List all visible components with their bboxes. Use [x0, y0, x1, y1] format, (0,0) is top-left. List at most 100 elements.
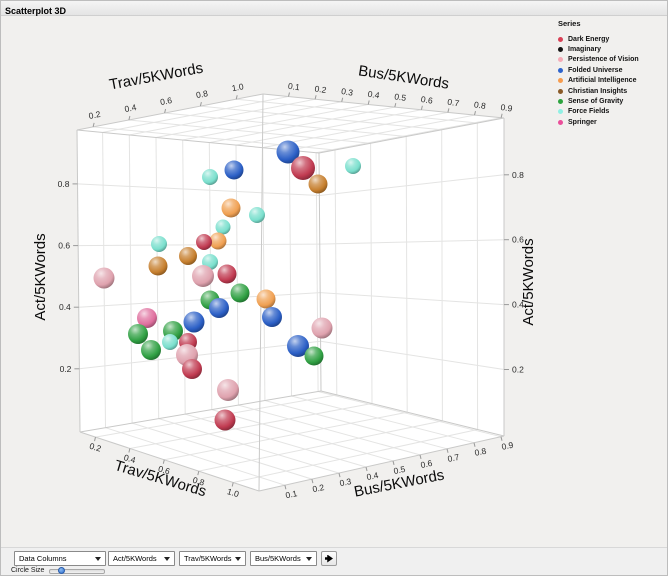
data-point-gravity[interactable] — [230, 283, 250, 303]
trav-axis-dropdown[interactable]: Trav/5KWords — [179, 551, 246, 566]
series-legend: Series Dark Energy Imaginary Persistence o… — [558, 19, 639, 128]
legend-item[interactable]: Imaginary — [558, 44, 639, 54]
data-point-dark_energy[interactable] — [182, 359, 202, 379]
bus-axis-dropdown[interactable]: Bus/5KWords — [250, 551, 317, 566]
data-point-force[interactable] — [215, 219, 231, 235]
data-point-gravity[interactable] — [304, 346, 324, 366]
legend-swatch — [558, 88, 563, 94]
data-point-folded[interactable] — [209, 298, 229, 318]
svg-text:0.6: 0.6 — [58, 241, 70, 251]
data-point-christian[interactable] — [308, 174, 328, 194]
chevron-down-icon — [306, 557, 312, 561]
data-point-force[interactable] — [249, 207, 265, 223]
svg-text:0.9: 0.9 — [500, 102, 513, 114]
circle-size-label: Circle Size — [11, 567, 45, 574]
svg-text:0.2: 0.2 — [314, 83, 327, 95]
act-axis-title-right: Act/5KWords — [520, 238, 537, 325]
dropdown-value: Data Columns — [19, 554, 67, 563]
axis-advance-button[interactable] — [321, 551, 337, 566]
data-point-dark_energy[interactable] — [214, 409, 236, 431]
legend-item[interactable]: Persistence of Vision — [558, 55, 639, 65]
legend-label: Force Fields — [568, 108, 610, 116]
legend-item[interactable]: Force Fields — [558, 107, 639, 117]
svg-text:0.9: 0.9 — [501, 440, 515, 452]
legend-item[interactable]: Dark Energy — [558, 34, 639, 44]
legend-item[interactable]: Sense of Gravity — [558, 96, 639, 106]
data-point-folded[interactable] — [262, 307, 282, 327]
svg-text:0.6: 0.6 — [420, 94, 433, 106]
svg-text:0.4: 0.4 — [59, 302, 71, 312]
data-point-dark_energy[interactable] — [217, 264, 237, 284]
svg-text:0.8: 0.8 — [473, 99, 486, 111]
data-point-persistence[interactable] — [311, 317, 333, 339]
data-point-artificial[interactable] — [221, 198, 241, 218]
axis-advance-icon — [325, 554, 333, 563]
svg-text:1.0: 1.0 — [231, 81, 245, 93]
data-point-folded[interactable] — [276, 140, 300, 164]
control-bar: Data Columns Act/5KWords Trav/5KWords Bus/5… — [1, 547, 667, 575]
svg-text:0.8: 0.8 — [512, 170, 524, 180]
svg-text:0.2: 0.2 — [88, 109, 102, 121]
window-titlebar[interactable]: Scatterplot 3D — [1, 1, 667, 16]
data-point-artificial[interactable] — [209, 232, 227, 250]
data-point-springer[interactable] — [137, 308, 157, 328]
legend-label: Artificial Intelligence — [568, 77, 637, 85]
legend-item[interactable]: Artificial Intelligence — [558, 76, 639, 86]
legend-label: Dark Energy — [568, 35, 610, 43]
data-point-folded[interactable] — [287, 335, 309, 357]
svg-text:0.8: 0.8 — [192, 475, 206, 488]
data-point-dark_energy[interactable] — [196, 234, 212, 250]
slider-track[interactable] — [49, 568, 106, 574]
svg-text:0.3: 0.3 — [341, 86, 354, 98]
data-point-persistence[interactable] — [217, 379, 239, 401]
svg-text:0.3: 0.3 — [339, 476, 353, 488]
act-axis-title-left: Act/5KWords — [32, 233, 49, 320]
chevron-down-icon — [95, 557, 101, 561]
legend-label: Imaginary — [568, 46, 602, 54]
data-point-dark_energy[interactable] — [291, 156, 315, 180]
data-point-folded[interactable] — [224, 160, 244, 180]
data-point-artificial[interactable] — [256, 289, 276, 309]
data-point-gravity[interactable] — [141, 340, 161, 360]
data-point-christian[interactable] — [179, 247, 197, 265]
data-point-force[interactable] — [345, 158, 361, 174]
svg-text:0.6: 0.6 — [157, 463, 171, 476]
svg-text:0.4: 0.4 — [367, 89, 380, 101]
data-point-force[interactable] — [202, 169, 218, 185]
legend-label: Springer — [568, 118, 597, 126]
legend-swatch — [558, 109, 563, 115]
svg-text:0.6: 0.6 — [512, 235, 524, 245]
svg-text:0.2: 0.2 — [512, 365, 524, 375]
legend-label: Persistence of Vision — [568, 56, 639, 64]
legend-item[interactable]: Springer — [558, 117, 639, 127]
slider-thumb[interactable] — [58, 566, 66, 574]
circle-size-slider[interactable] — [49, 566, 106, 575]
data-columns-dropdown[interactable]: Data Columns — [14, 551, 106, 566]
data-point-gravity[interactable] — [128, 324, 148, 344]
legend-title: Series — [558, 19, 581, 28]
data-point-persistence[interactable] — [192, 265, 214, 287]
data-point-christian[interactable] — [148, 256, 168, 276]
chevron-down-icon — [235, 557, 241, 561]
legend-swatch — [558, 57, 563, 63]
dropdown-value: Act/5KWords — [113, 554, 157, 563]
legend-item[interactable]: Folded Universe — [558, 65, 639, 75]
data-point-force[interactable] — [151, 236, 167, 252]
circle-size-row: Circle Size — [11, 566, 106, 575]
chevron-down-icon — [164, 557, 170, 561]
act-axis-dropdown[interactable]: Act/5KWords — [108, 551, 175, 566]
svg-text:0.8: 0.8 — [474, 446, 488, 458]
svg-text:0.2: 0.2 — [60, 364, 72, 374]
data-point-force[interactable] — [162, 334, 178, 350]
legend-item[interactable]: Christian Insights — [558, 86, 639, 96]
svg-text:0.5: 0.5 — [394, 91, 407, 103]
trav-axis-title-top: Trav/5KWords — [108, 60, 205, 94]
data-point-persistence[interactable] — [93, 267, 115, 289]
svg-text:0.6: 0.6 — [159, 95, 173, 107]
svg-text:0.2: 0.2 — [88, 441, 102, 454]
svg-text:0.4: 0.4 — [512, 300, 524, 310]
legend-swatch — [558, 119, 563, 125]
data-point-folded[interactable] — [183, 311, 205, 333]
